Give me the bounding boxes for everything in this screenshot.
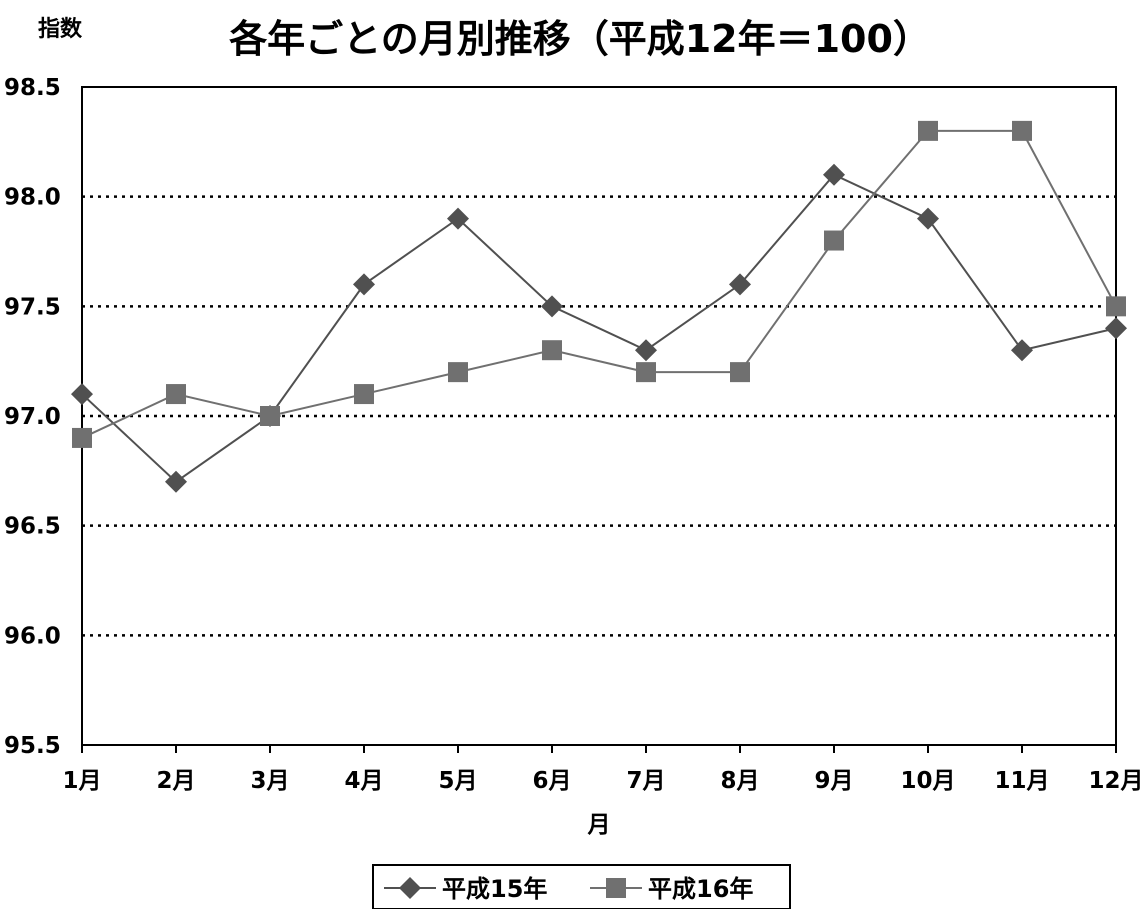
- x-tick-label: 10月: [900, 768, 955, 794]
- data-point: [730, 362, 750, 383]
- x-tick-label: 5月: [438, 768, 477, 794]
- data-point: [448, 362, 468, 383]
- y-tick-label: 97.0: [4, 404, 61, 430]
- data-point: [541, 295, 563, 318]
- data-point: [824, 230, 844, 251]
- data-point: [918, 120, 938, 141]
- legend-marker: [399, 877, 421, 899]
- series-2: [72, 120, 1126, 448]
- series-line: [81, 173, 1117, 484]
- x-tick-label: 8月: [720, 768, 759, 794]
- data-point: [72, 427, 92, 448]
- x-tick-label: 12月: [1088, 768, 1143, 794]
- y-tick-label: 98.0: [4, 185, 61, 211]
- y-axis-ticks: 95.5 96.0 96.5 97.0 97.5 98.0 98.5: [4, 75, 61, 759]
- x-tick-label: 1月: [62, 768, 101, 794]
- y-axis-label: 指数: [38, 16, 83, 42]
- x-tick-label: 7月: [626, 768, 665, 794]
- x-tick-label: 11月: [994, 768, 1049, 794]
- data-point: [823, 163, 845, 186]
- y-tick-label: 98.5: [4, 75, 61, 101]
- data-point: [729, 273, 751, 296]
- y-tick-label: 95.5: [4, 733, 61, 759]
- data-point: [447, 207, 469, 230]
- x-tick-label: 3月: [250, 768, 289, 794]
- x-tick-label: 2月: [156, 768, 195, 794]
- x-tick-label: 6月: [532, 768, 571, 794]
- data-point: [71, 383, 93, 406]
- data-point: [260, 406, 280, 426]
- x-tick-label: 4月: [344, 768, 383, 794]
- data-point: [165, 470, 187, 493]
- legend-marker: [606, 878, 626, 898]
- data-point: [1012, 120, 1032, 141]
- data-point: [1011, 339, 1033, 362]
- data-point: [353, 273, 375, 296]
- y-tick-label: 96.0: [4, 623, 61, 649]
- y-tick-label: 96.5: [4, 514, 61, 540]
- x-axis-label: 月: [587, 812, 611, 838]
- chart-title: 各年ごとの月別推移（平成12年＝100）: [229, 17, 931, 61]
- plot-area: [81, 86, 1117, 746]
- y-tick-label: 97.5: [4, 294, 61, 320]
- legend-box: [372, 864, 791, 909]
- data-point: [1106, 296, 1126, 317]
- data-point: [635, 339, 657, 362]
- data-point: [354, 384, 374, 405]
- x-axis-ticks: 1月 2月 3月 4月 5月 6月 7月 8月 9月 10月 11月 12月: [62, 745, 1144, 794]
- legend-label: 平成16年: [648, 875, 753, 903]
- data-point: [636, 362, 656, 383]
- series-group: [71, 120, 1127, 493]
- data-point: [166, 384, 186, 405]
- x-tick-label: 9月: [814, 768, 853, 794]
- series-line: [81, 129, 1117, 439]
- data-point: [542, 340, 562, 361]
- data-point: [1105, 317, 1127, 340]
- legend-label: 平成15年: [442, 875, 547, 903]
- data-point: [917, 207, 939, 230]
- legend: 平成15年 平成16年: [372, 864, 791, 909]
